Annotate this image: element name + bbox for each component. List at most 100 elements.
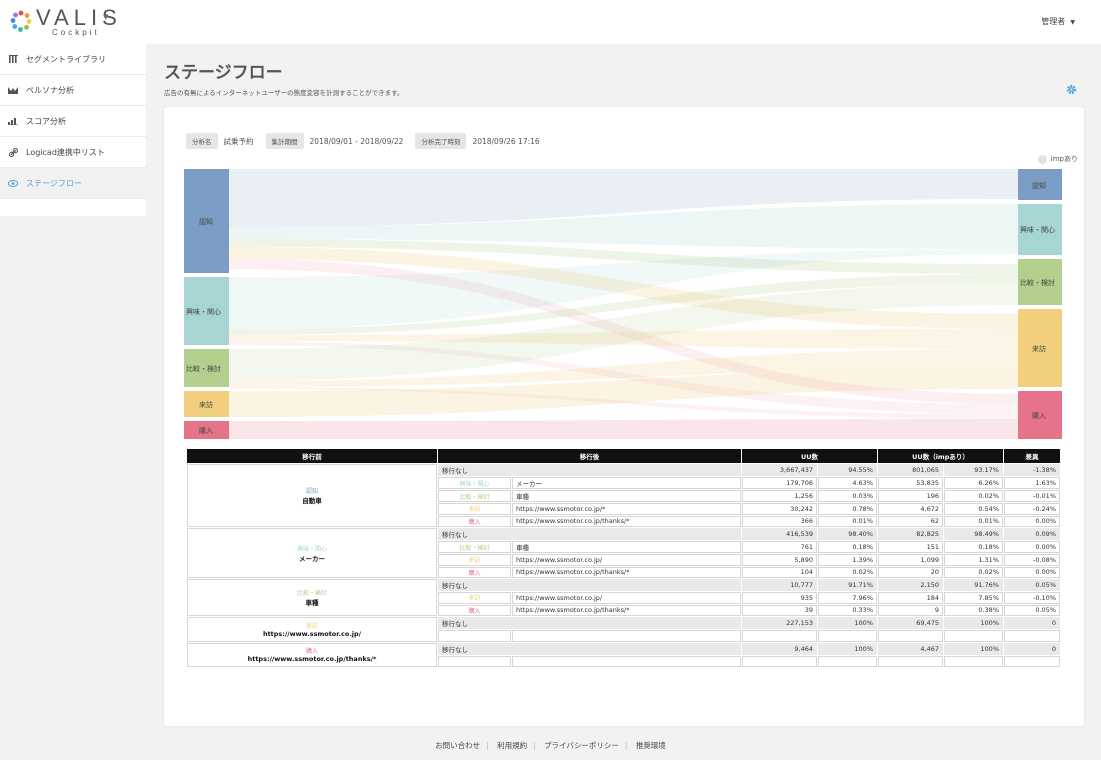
sidebar-item-persona[interactable]: ペルソナ分析: [0, 75, 146, 106]
node-label: 購入: [1032, 411, 1046, 420]
sidebar-item-segment-library[interactable]: セグメントライブラリ: [0, 44, 146, 75]
uu-imp-count-cell: 69,475: [878, 617, 943, 629]
footer-link-terms[interactable]: 利用規約: [497, 741, 528, 750]
user-menu[interactable]: 管理者 ▼: [1041, 16, 1075, 27]
uu-count-cell: 227,153: [742, 617, 817, 629]
sidebar-item-logicad[interactable]: Logicad連携中リスト: [0, 137, 146, 168]
uu-count-cell: 10,777: [742, 579, 817, 591]
dest-stage-cell: [438, 655, 511, 667]
stage-flow-panel: 分析名 試乗予約 集計期間 2018/09/01 - 2018/09/22 分析…: [164, 107, 1084, 726]
imp-legend[interactable]: impあり: [1037, 154, 1078, 164]
uu-pct-cell: 4.63%: [818, 477, 877, 489]
completed-label: 分析完了時刻: [415, 133, 467, 149]
node-right-consideration[interactable]: [1018, 259, 1062, 305]
node-right-purchase[interactable]: [1018, 391, 1062, 439]
flow-link[interactable]: [229, 419, 1018, 439]
uu-count-cell: 5,890: [742, 554, 817, 566]
source-stage-value: メーカー: [299, 554, 325, 563]
footer-divider: |: [624, 741, 628, 750]
sankey-diagram: 認知 興味・関心 比較・検討 来訪 購入 認知 興味・関心 比較・検討 来訪 購…: [184, 169, 1062, 439]
flow-link[interactable]: [229, 369, 1018, 417]
uu-count-cell: [742, 655, 817, 667]
table-row: 認知 自動車 移行なし 3,667,437 94.55% 801,065 93.17% -1.…: [187, 464, 1060, 527]
flow-link[interactable]: [229, 341, 1018, 414]
uu-pct-cell: 0.18%: [818, 541, 877, 553]
node-label: 来訪: [199, 400, 213, 409]
dest-stage-cell: 来訪: [438, 592, 511, 604]
diff-cell: 0: [1004, 617, 1060, 629]
uu-pct-cell: 94.55%: [818, 464, 877, 476]
node-left-interest[interactable]: [184, 277, 229, 345]
uu-count-cell: 761: [742, 541, 817, 553]
node-right-awareness[interactable]: [1018, 169, 1062, 200]
legend-dot-icon: [1037, 154, 1047, 164]
diff-cell: 0.09%: [1004, 528, 1060, 540]
table-row: 来訪 https://www.ssmotor.co.jp/5,890 1.39% 1,…: [187, 554, 1060, 566]
node-left-awareness[interactable]: [184, 169, 229, 273]
table-row: 比較・検討 車種 1,256 0.03% 196 0.02% -0.01%: [187, 490, 1060, 502]
flow-link[interactable]: [229, 169, 1018, 227]
analysis-meta: 分析名 試乗予約 集計期間 2018/09/01 - 2018/09/22 分析…: [186, 133, 552, 149]
flow-link[interactable]: [229, 284, 1018, 381]
sidebar-item-score[interactable]: スコア分析: [0, 106, 146, 137]
diff-cell: [1004, 630, 1060, 642]
footer-link-contact[interactable]: お問い合わせ: [435, 741, 481, 750]
uu-imp-count-cell: 53,835: [878, 477, 943, 489]
node-left-purchase[interactable]: [184, 421, 229, 439]
source-stage-cell: 興味・関心 メーカー: [187, 528, 437, 578]
uu-imp-pct-cell: 1.31%: [944, 554, 1003, 566]
flow-link[interactable]: [229, 349, 1018, 387]
uu-imp-count-cell: [878, 630, 943, 642]
brand-caret-icon[interactable]: ▼: [103, 13, 109, 21]
flow-link[interactable]: [229, 274, 1018, 335]
node-right-interest[interactable]: [1018, 204, 1062, 255]
node-left-visit[interactable]: [184, 391, 229, 417]
uu-imp-pct-cell: 91.76%: [944, 579, 1003, 591]
diff-cell: 0.00%: [1004, 541, 1060, 553]
footer: お問い合わせ | 利用規約 | プライバシーポリシー | 推奨環境: [0, 740, 1101, 751]
uu-count-cell: 416,539: [742, 528, 817, 540]
uu-imp-count-cell: [878, 655, 943, 667]
node-right-visit[interactable]: [1018, 309, 1062, 387]
flow-links: [229, 169, 1018, 439]
flow-link[interactable]: [229, 239, 1018, 274]
brand-name[interactable]: VALIS: [36, 5, 122, 30]
dest-stage-cell: 購入: [438, 566, 511, 578]
footer-link-environment[interactable]: 推奨環境: [635, 741, 666, 750]
table-row: [187, 630, 1060, 642]
uu-imp-count-cell: 9: [878, 604, 943, 616]
uu-count-cell: 179,706: [742, 477, 817, 489]
node-label: 来訪: [1032, 344, 1046, 353]
valis-logo-icon: [10, 10, 32, 32]
source-stage-cell: 購入 https://www.ssmotor.co.jp/thanks/*: [187, 642, 437, 667]
uu-imp-pct-cell: 100%: [944, 617, 1003, 629]
diff-cell: -1.38%: [1004, 464, 1060, 476]
no-transition-cell: 移行なし: [438, 617, 741, 629]
gear-icon[interactable]: [1066, 84, 1077, 95]
uu-imp-count-cell: 4,467: [878, 642, 943, 655]
dest-target-cell: https://www.ssmotor.co.jp/*: [512, 503, 741, 515]
no-transition-cell: 移行なし: [438, 528, 741, 540]
stage-flow-table: 移行前 移行後 UU数 UU数（impあり） 差異 認知 自動車 移行なし 3,667…: [186, 448, 1061, 668]
uu-imp-count-cell: 801,065: [878, 464, 943, 476]
table-row: 購入 https://www.ssmotor.co.jp/thanks/* 移行なし…: [187, 642, 1060, 667]
flow-link[interactable]: [229, 387, 1018, 419]
sidebar-item-stage-flow[interactable]: ステージフロー: [0, 168, 146, 199]
source-stage-name: 購入: [305, 648, 318, 656]
footer-divider: |: [486, 741, 489, 750]
flow-link[interactable]: [229, 259, 1018, 404]
header-diff: 差異: [1004, 449, 1060, 463]
flow-link[interactable]: [229, 249, 1018, 329]
period-value: 2018/09/01 - 2018/09/22: [309, 136, 404, 146]
user-caret-icon: ▼: [1070, 19, 1075, 26]
flow-link[interactable]: [229, 204, 1018, 249]
flow-link[interactable]: [229, 329, 1018, 349]
flow-link[interactable]: [229, 247, 1018, 329]
source-stage-value: 自動車: [302, 497, 322, 505]
uu-count-cell: 9,464: [742, 642, 817, 655]
node-left-consideration[interactable]: [184, 349, 229, 387]
uu-imp-count-cell: 20: [878, 566, 943, 578]
uu-imp-count-cell: 4,672: [878, 503, 943, 515]
uu-imp-count-cell: 1,099: [878, 554, 943, 566]
footer-link-privacy[interactable]: プライバシーポリシー: [544, 741, 619, 750]
